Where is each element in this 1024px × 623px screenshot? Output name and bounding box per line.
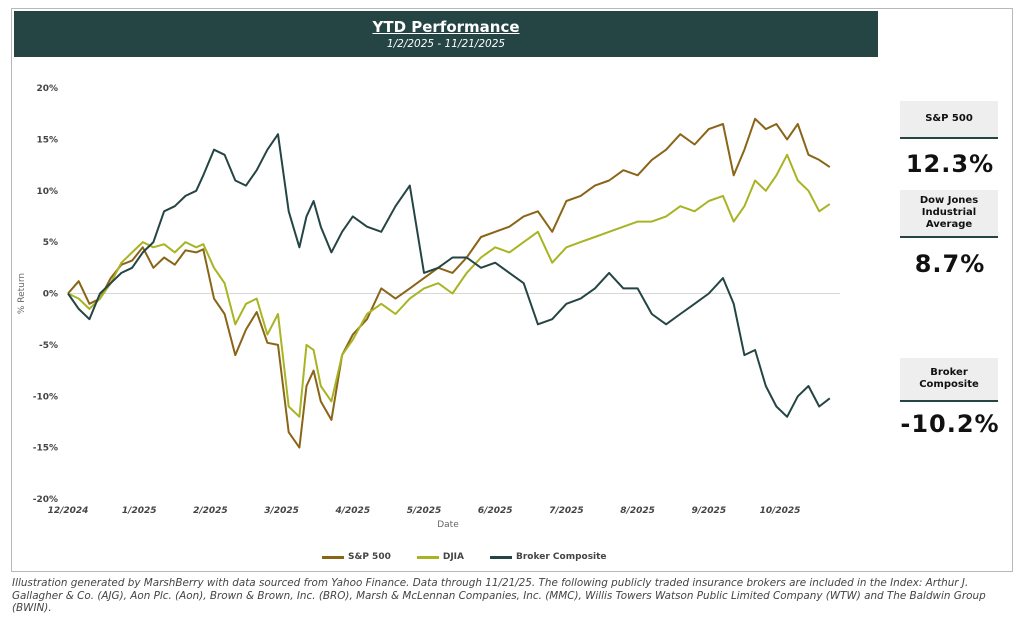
x-tick-label: 7/2025 xyxy=(549,506,584,516)
legend-item-broker: Broker Composite xyxy=(490,552,607,562)
sp500-card-label: S&P 500 xyxy=(900,101,998,139)
x-tick-label: 10/2025 xyxy=(760,506,801,516)
y-tick-label: -20% xyxy=(33,495,58,505)
djia-card-label: Dow Jones Industrial Average xyxy=(900,190,998,238)
chart-title: YTD Performance xyxy=(372,18,520,36)
x-tick-label: 1/2025 xyxy=(122,506,157,516)
x-axis-label: Date xyxy=(437,520,459,530)
y-tick-label: -15% xyxy=(33,444,58,454)
y-axis-label: % Return xyxy=(17,273,27,314)
x-tick-label: 2/2025 xyxy=(193,506,228,516)
x-tick-label: 3/2025 xyxy=(264,506,299,516)
x-tick-label: 4/2025 xyxy=(334,506,370,516)
chart-legend: S&P 500 DJIA Broker Composite xyxy=(322,552,607,562)
legend-label-broker: Broker Composite xyxy=(516,552,607,562)
legend-item-sp500: S&P 500 xyxy=(322,552,391,562)
x-tick-label: 8/2025 xyxy=(620,506,655,516)
broker-card-value: -10.2% xyxy=(900,410,1000,438)
series-line-djia xyxy=(67,153,831,418)
x-tick-label: 12/2024 xyxy=(48,506,89,516)
y-tick-label: 0% xyxy=(43,290,58,300)
legend-label-djia: DJIA xyxy=(442,552,464,562)
x-tick-label: 9/2025 xyxy=(691,506,726,516)
legend-label-sp500: S&P 500 xyxy=(348,552,391,562)
legend-item-djia: DJIA xyxy=(416,552,464,562)
sp500-card-value: 12.3% xyxy=(905,150,995,178)
y-tick-label: -10% xyxy=(33,392,58,402)
y-tick-label: 20% xyxy=(36,84,58,94)
chart-frame xyxy=(11,8,1013,572)
y-axis-ticks: 20% 15% 10% 5% 0% -5% -10% -15% -20% xyxy=(33,84,58,505)
x-axis-ticks: 12/2024 1/2025 2/2025 3/2025 4/2025 5/2025 6/2… xyxy=(48,506,801,516)
y-tick-label: 10% xyxy=(36,187,58,197)
y-tick-label: 15% xyxy=(36,135,58,145)
x-tick-label: 6/2025 xyxy=(478,506,513,516)
series-lines xyxy=(67,117,831,449)
legend-swatch-djia xyxy=(416,555,439,559)
broker-card-label: Broker Composite xyxy=(900,358,998,402)
y-tick-label: -5% xyxy=(39,341,58,351)
legend-swatch-sp500 xyxy=(322,555,344,559)
series-line-sp500 xyxy=(67,117,831,449)
series-line-broker-composite xyxy=(67,133,831,418)
y-tick-label: 5% xyxy=(43,238,58,248)
title-banner: YTD Performance 1/2/2025 - 11/21/2025 xyxy=(14,11,878,57)
chart-subtitle: 1/2/2025 - 11/21/2025 xyxy=(386,38,506,50)
x-tick-label: 5/2025 xyxy=(407,506,442,516)
footnote: Illustration generated by MarshBerry wit… xyxy=(12,577,986,614)
djia-card-value: 8.7% xyxy=(914,250,986,278)
legend-swatch-broker xyxy=(490,555,512,559)
